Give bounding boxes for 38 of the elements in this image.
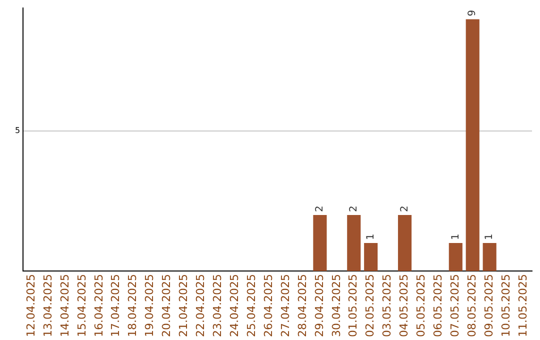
x-tick-label: 19.04.2025 [143,274,156,338]
x-tick-label: 07.05.2025 [448,274,462,338]
y-tick-label: 5 [14,126,20,136]
data-label: 2 [348,206,360,212]
data-label: 1 [484,234,496,240]
x-tick-label: 11.05.2025 [516,274,530,338]
x-tick-label: 13.04.2025 [41,274,54,338]
x-tick-label: 08.05.2025 [465,274,478,338]
x-tick-label: 18.04.2025 [126,274,140,338]
x-tick-label: 28.04.2025 [296,274,309,338]
x-tick-label: 24.04.2025 [228,274,241,338]
x-tick-label: 16.04.2025 [92,274,106,338]
x-tick-label: 20.04.2025 [160,274,174,338]
x-tick-label: 02.05.2025 [364,274,377,338]
data-label: 2 [399,206,410,212]
x-tick-label: 01.05.2025 [346,274,360,338]
x-tick-label: 04.05.2025 [398,274,411,338]
x-tick-label: 21.04.2025 [177,274,190,338]
x-tick-label: 30.04.2025 [330,274,343,338]
data-label: 9 [467,10,478,16]
x-tick-label: 12.04.2025 [24,274,38,338]
x-tick-label: 06.05.2025 [432,274,445,338]
x-tick-label: 29.04.2025 [312,274,326,338]
x-tick-label: 23.04.2025 [211,274,224,338]
x-tick-label: 26.04.2025 [262,274,275,338]
x-tick-label: 14.04.2025 [58,274,72,338]
x-tick-label: 09.05.2025 [482,274,496,338]
x-tick-label: 15.04.2025 [75,274,88,338]
x-tick-label: 17.04.2025 [109,274,122,338]
x-tick-label: 03.05.2025 [380,274,394,338]
x-tick-label: 22.04.2025 [194,274,208,338]
x-tick-label: 05.05.2025 [414,274,428,338]
data-label: 1 [450,234,462,240]
x-tick-label: 25.04.2025 [244,274,258,338]
x-tick-label: 10.05.2025 [499,274,512,338]
x-tick-label: 27.04.2025 [278,274,292,338]
data-label: 2 [314,206,326,212]
data-label: 1 [365,234,376,240]
